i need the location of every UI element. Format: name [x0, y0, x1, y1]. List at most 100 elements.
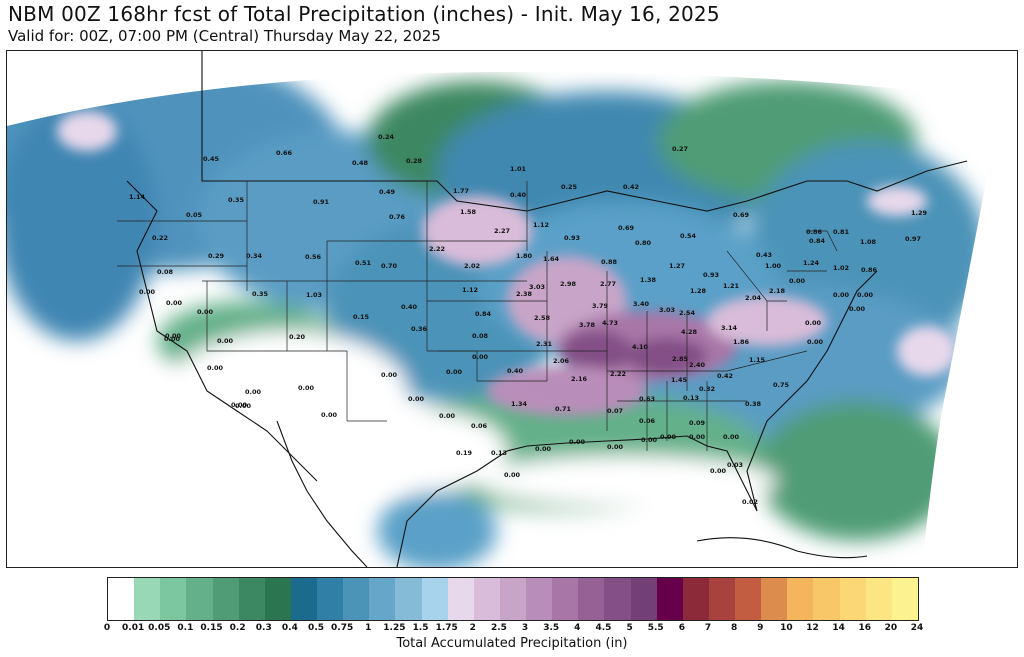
station-value-label: 0.32 [699, 385, 715, 393]
precip-field [7, 71, 1002, 567]
station-value-label: 0.80 [635, 239, 652, 247]
station-value-label: 0.00 [165, 332, 182, 340]
station-value-label: 0.00 [197, 308, 214, 316]
station-value-label: 1.12 [533, 221, 549, 229]
colorbar-tick-label: 0.3 [255, 623, 272, 633]
station-value-label: 0.00 [217, 337, 234, 345]
station-value-label: 1.28 [690, 287, 707, 295]
station-value-label: 0.00 [298, 384, 315, 392]
colorbar-swatch [526, 578, 553, 620]
colorbar-swatch [238, 578, 266, 620]
station-value-label: 1.15 [749, 356, 766, 364]
colorbar-tick-label: 0.4 [281, 623, 298, 633]
station-value-label: 0.08 [157, 268, 174, 276]
colorbar-swatch [552, 578, 579, 620]
station-value-label: 1.12 [462, 286, 478, 294]
station-value-label: 2.16 [571, 375, 588, 383]
colorbar-swatch [290, 578, 318, 620]
colorbar-swatch [735, 578, 762, 620]
station-value-label: 3.03 [529, 283, 545, 291]
colorbar-swatch [186, 578, 213, 620]
station-value-label: 2.38 [516, 290, 533, 298]
colorbar-swatch [108, 578, 135, 620]
station-value-label: 0.36 [411, 325, 428, 333]
station-value-label: 0.84 [475, 310, 492, 318]
station-value-label: 0.03 [727, 461, 743, 469]
station-value-label: 0.27 [672, 145, 688, 153]
station-value-label: 0.38 [745, 400, 762, 408]
station-value-label: 0.70 [381, 262, 398, 270]
colorbar-ticks: 0 0.01 0.05 0.1 0.15 0.2 0.3 0.4 0.5 0.75 1 1.25 1.5… [104, 623, 923, 635]
station-value-label: 1.21 [723, 282, 740, 290]
station-value-label: 0.15 [353, 313, 370, 321]
station-value-label: 0.13 [491, 449, 507, 457]
station-value-label: 0.00 [710, 467, 727, 475]
station-value-label: 0.00 [805, 319, 822, 327]
station-value-label: 0.93 [703, 271, 719, 279]
station-value-label: 3.79 [592, 302, 609, 310]
station-value-label: 0.00 [723, 433, 740, 441]
station-value-label: 0.00 [321, 411, 338, 419]
colorbar-swatch [369, 578, 396, 620]
station-value-label: 0.00 [139, 288, 156, 296]
colorbar-tick-label: 10 [780, 623, 793, 633]
colorbar-swatch [160, 578, 187, 620]
station-value-label: 0.00 [408, 395, 425, 403]
colorbar-label: Total Accumulated Precipitation (in) [396, 636, 628, 651]
colorbar-tick-label: 5 [626, 623, 633, 633]
colorbar-tick-label: 2.5 [490, 623, 507, 633]
colorbar [107, 577, 919, 621]
station-value-label: 2.22 [429, 245, 445, 253]
station-value-label: 0.40 [510, 191, 527, 199]
station-value-label: 0.00 [446, 368, 463, 376]
station-value-label: 1.03 [306, 291, 322, 299]
colorbar-tick-label: 3.5 [543, 623, 560, 633]
station-value-label: 0.22 [152, 234, 168, 242]
station-value-label: 3.40 [633, 300, 650, 308]
station-value-label: 0.00 [833, 291, 850, 299]
colorbar-swatch [264, 578, 292, 620]
colorbar-swatch [421, 578, 449, 620]
state-borders [117, 181, 838, 451]
station-value-label: 0.00 [207, 364, 224, 372]
station-value-label: 0.48 [352, 159, 369, 167]
station-value-label: 1.27 [669, 262, 685, 270]
station-value-label: 4.73 [602, 319, 618, 327]
station-value-label: 0.75 [773, 381, 790, 389]
station-value-label: 0.86 [806, 228, 823, 236]
station-value-label: 2.58 [534, 314, 551, 322]
station-value-label: 0.00 [381, 371, 398, 379]
colorbar-swatch [212, 578, 240, 620]
colorbar-swatch [682, 578, 710, 620]
station-value-label: 0.00 [607, 443, 624, 451]
station-value-label: 0.00 [660, 433, 677, 441]
colorbar-tick-label: 14 [832, 623, 845, 633]
station-value-label: 2.04 [745, 294, 762, 302]
station-value-label: 2.77 [600, 280, 616, 288]
station-value-label: 1.00 [765, 262, 782, 270]
station-value-label: 2.54 [679, 309, 696, 317]
station-value-label: 0.00 [641, 436, 658, 444]
station-value-label: 0.00 [569, 438, 586, 446]
colorbar-tick-label: 6 [678, 623, 685, 633]
colorbar-tick-label: 0.5 [308, 623, 325, 633]
station-value-label: 0.71 [555, 405, 572, 413]
colorbar-swatch [317, 578, 344, 620]
colorbar-tick-label: 0.1 [177, 623, 194, 633]
colorbar-swatch [578, 578, 605, 620]
station-value-label: 2.06 [553, 357, 570, 365]
colorbar-tick-label: 0.01 [122, 623, 145, 633]
station-value-label: 0.93 [564, 234, 580, 242]
station-value-label: 2.98 [560, 280, 577, 288]
station-value-label: 0.63 [639, 395, 655, 403]
colorbar-swatch [499, 578, 527, 620]
station-value-label: 3.03 [659, 306, 675, 314]
station-value-label: 1.38 [640, 276, 657, 284]
colorbar-tick-label: 4 [574, 623, 581, 633]
valid-time-subtitle: Valid for: 00Z, 07:00 PM (Central) Thurs… [8, 27, 441, 45]
colorbar-tick-label: 12 [806, 623, 819, 633]
station-value-label: 0.00 [231, 401, 248, 409]
station-value-label: 1.45 [671, 376, 688, 384]
station-value-label: 0.86 [861, 266, 878, 274]
station-value-label: 0.08 [472, 332, 489, 340]
